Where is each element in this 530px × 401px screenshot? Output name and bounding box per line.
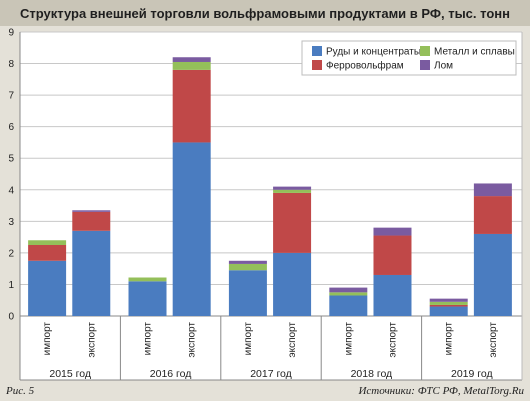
y-tick-label: 8 <box>8 59 14 70</box>
legend-box <box>301 40 517 76</box>
y-tick-label: 5 <box>8 154 14 165</box>
legend-label: Руды и концентраты <box>326 47 421 58</box>
group-label: 2016 год <box>150 368 192 380</box>
y-tick-label: 4 <box>8 185 14 196</box>
bar-segment-metal <box>228 263 267 271</box>
group-label: 2015 год <box>49 368 91 380</box>
category-label: экспорт <box>488 322 499 358</box>
bar-segment-scrap <box>473 183 512 197</box>
bar-segment-scrap <box>172 57 211 62</box>
bar-segment-ore <box>28 260 67 316</box>
bar-segment-ferro <box>473 196 512 234</box>
bar-segment-metal <box>429 301 468 305</box>
bar-segment-ferro <box>172 69 211 143</box>
bar-segment-scrap <box>329 287 368 293</box>
source-note: Источники: ФТС РФ, MetalTorg.Ru <box>358 385 524 397</box>
bar-segment-ore <box>172 142 211 316</box>
title-bar: Структура внешней торговли вольфрамовыми… <box>0 0 530 26</box>
bar-segment-ferro <box>273 192 312 253</box>
plot-area <box>20 32 522 380</box>
category-label: импорт <box>343 322 354 356</box>
group-label: 2019 год <box>451 368 493 380</box>
bar-segment-ore <box>72 230 111 316</box>
category-label: экспорт <box>86 322 97 358</box>
bar-segment-scrap <box>228 260 267 264</box>
bar-segment-metal <box>28 240 67 245</box>
chart-title: Структура внешней торговли вольфрамовыми… <box>20 5 510 21</box>
bar-segment-ore <box>373 274 412 316</box>
bar-segment-metal <box>172 61 211 70</box>
bar-segment-metal <box>128 277 167 282</box>
bar-segment-metal <box>273 189 312 193</box>
bar-segment-ferro <box>72 211 111 231</box>
group-label: 2017 год <box>250 368 292 380</box>
y-tick-label: 9 <box>8 28 14 39</box>
category-label: импорт <box>243 322 254 356</box>
y-tick-label: 2 <box>8 248 14 259</box>
y-tick-label: 1 <box>8 280 14 291</box>
bar-segment-scrap <box>429 298 468 302</box>
bar-segment-scrap <box>273 186 312 190</box>
legend-label: Металл и сплавы <box>434 47 515 58</box>
legend-swatch-ferro <box>312 60 322 70</box>
bar-segment-ore <box>429 306 468 316</box>
bar-segment-ferro <box>429 304 468 307</box>
category-label: экспорт <box>287 322 298 358</box>
legend-swatch-metal <box>420 46 430 56</box>
group-label: 2018 год <box>351 368 393 380</box>
bar-segment-ferro <box>373 235 412 275</box>
bar-segment-ore <box>329 295 368 316</box>
bar-segment-ore <box>473 233 512 316</box>
legend-swatch-ore <box>312 46 322 56</box>
category-label: экспорт <box>187 322 198 358</box>
bar-segment-scrap <box>373 227 412 236</box>
category-label: импорт <box>444 322 455 356</box>
bar-segment-ore <box>228 270 267 316</box>
bar-segment-metal <box>329 292 368 296</box>
category-label: импорт <box>143 322 154 356</box>
y-tick-label: 0 <box>8 312 14 323</box>
y-tick-label: 3 <box>8 217 14 228</box>
bar-segment-ore <box>128 281 167 316</box>
legend-label: Ферровольфрам <box>326 60 404 72</box>
category-label: импорт <box>42 322 53 356</box>
legend-swatch-scrap <box>420 60 430 70</box>
bar-segment-scrap <box>72 210 111 212</box>
category-label: экспорт <box>387 322 398 358</box>
y-tick-label: 6 <box>8 122 14 133</box>
legend-label: Лом <box>434 61 453 72</box>
bar-segment-ferro <box>28 245 67 261</box>
figure-number: Рис. 5 <box>6 385 35 397</box>
y-tick-label: 7 <box>8 91 14 102</box>
bar-segment-ore <box>273 252 312 316</box>
